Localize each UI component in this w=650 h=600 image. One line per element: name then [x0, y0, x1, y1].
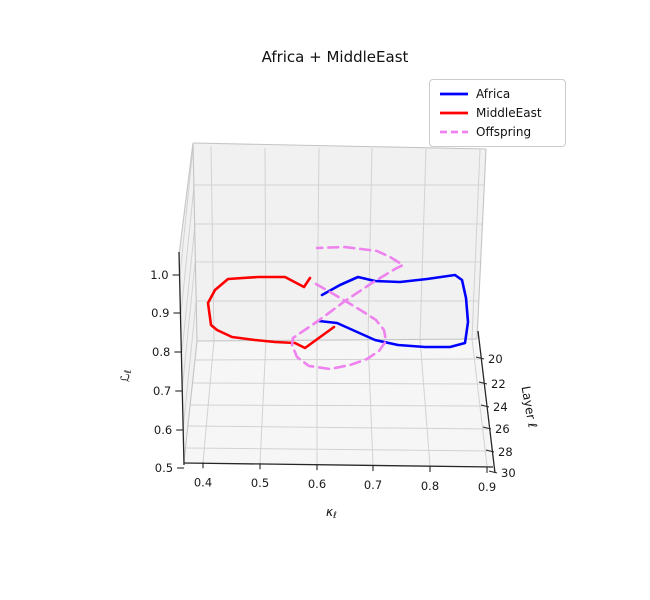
- data-series: [206, 245, 470, 371]
- z-tick-label: 0.9: [151, 306, 169, 320]
- series-middleeast: [206, 275, 336, 350]
- legend: Africa MiddleEast Offspring: [429, 79, 566, 147]
- legend-item-africa: Africa: [439, 86, 557, 102]
- y-tick-label: 20: [488, 352, 503, 366]
- y-tick: [475, 356, 485, 360]
- x-tick-label: 0.6: [308, 477, 326, 491]
- back-pane: [193, 143, 486, 341]
- y-tick-label: 30: [501, 466, 516, 480]
- z-tick-label: 0.7: [153, 384, 171, 398]
- z-tick-label: 0.6: [154, 423, 172, 437]
- legend-item-offspring: Offspring: [439, 124, 557, 140]
- plot-title: Africa + MiddleEast: [261, 48, 409, 66]
- x-axis-label-main: κ: [326, 505, 334, 519]
- ticks: 1.0 0.9 0.8 0.7 0.6 0.5 0.4 0.5 0.6 0.7 0.8 0.9 20 22…: [150, 268, 515, 494]
- y-spine: [477, 330, 496, 474]
- z-axis-label-main: ℒ: [118, 373, 133, 383]
- series-offspring: [290, 245, 405, 371]
- x-axis-label-sub: ℓ: [333, 511, 337, 521]
- x-tick-label: 0.9: [478, 480, 496, 494]
- bottom-pane: [184, 339, 493, 467]
- y-tick: [478, 381, 488, 385]
- x-tick-label: 0.5: [251, 476, 269, 490]
- y-tick-label: 26: [495, 422, 510, 436]
- x-spine: [183, 462, 494, 468]
- series-africa: [317, 273, 470, 349]
- legend-label: Africa: [476, 87, 511, 101]
- z-axis-label: ℒℓ: [118, 369, 135, 382]
- y-tick-label: 28: [498, 445, 513, 459]
- z-tick-label: 0.8: [152, 345, 170, 359]
- y-tick: [488, 470, 498, 474]
- x-tick-label: 0.7: [364, 478, 382, 492]
- y-tick: [480, 404, 490, 408]
- y-tick-label: 22: [491, 377, 506, 391]
- y-tick: [485, 449, 495, 453]
- legend-item-middleeast: MiddleEast: [439, 105, 557, 121]
- y-tick: [482, 426, 492, 430]
- legend-label: MiddleEast: [476, 106, 542, 120]
- z-tick-label: 1.0: [150, 268, 168, 282]
- x-axis-label: κℓ: [326, 505, 337, 521]
- z-axis-label-sub: ℓ: [123, 369, 135, 374]
- legend-line-sample: [440, 130, 468, 134]
- z-tick-label: 0.5: [155, 461, 173, 475]
- frame-edges: [178, 142, 487, 463]
- legend-line-sample: [440, 111, 468, 115]
- legend-label: Offspring: [476, 125, 532, 139]
- panes: [179, 143, 493, 467]
- x-tick-label: 0.4: [194, 475, 212, 489]
- x-tick-label: 0.8: [421, 479, 439, 493]
- y-tick-label: 24: [493, 400, 508, 414]
- legend-line-sample: [440, 92, 468, 96]
- grid: [179, 145, 491, 467]
